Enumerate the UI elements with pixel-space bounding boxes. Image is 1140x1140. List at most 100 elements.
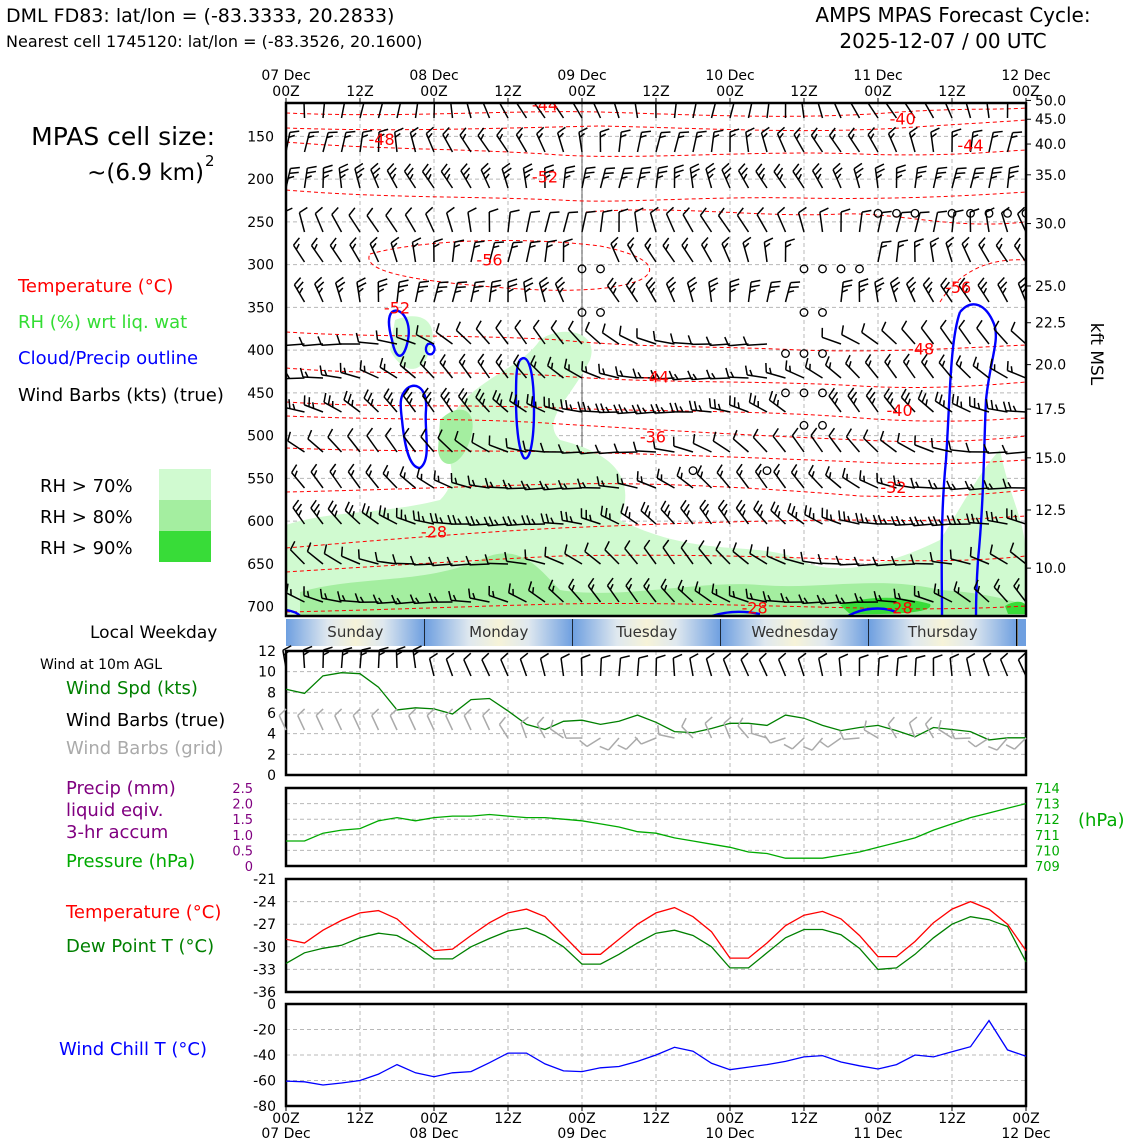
barb-flag (660, 131, 671, 134)
barb-flag (937, 210, 948, 214)
barb-flag (298, 336, 304, 347)
wind-barb (817, 103, 824, 119)
barb-staff (874, 282, 879, 303)
wind-barb (298, 206, 308, 233)
barb-flag (737, 717, 744, 727)
barb-flag (366, 427, 374, 437)
barb-flag (296, 281, 304, 290)
barb-flag (289, 130, 300, 134)
height-axis: 50.045.040.035.030.025.022.520.017.515.0… (1026, 93, 1066, 577)
wind-barb (581, 166, 596, 189)
barb-staff (1017, 659, 1027, 677)
barb-staff (564, 367, 583, 379)
barb-flag (724, 336, 730, 347)
barb-staff (791, 737, 805, 750)
wind-barb (656, 468, 675, 489)
barb-staff (359, 103, 365, 119)
barb-flag (309, 131, 319, 134)
barb-flag (406, 167, 414, 176)
barb-staff (507, 212, 511, 233)
height-tick-label: 20.0 (1035, 358, 1066, 374)
barb-staff (420, 436, 435, 453)
calm-circle (892, 208, 901, 218)
barb-flag (530, 355, 536, 365)
wind-barb (560, 399, 583, 413)
barb-flag (732, 590, 736, 598)
barb-staff (662, 547, 676, 565)
wind-barb (310, 237, 324, 263)
barb-flag (994, 516, 999, 523)
barb-flag (892, 475, 896, 486)
barb-flag (344, 134, 351, 139)
barb-flag (643, 539, 651, 549)
barb-staff (649, 212, 657, 233)
precip-tick-label: 1.0 (232, 829, 253, 844)
barb-staff (377, 103, 384, 119)
wind-barb (303, 165, 317, 189)
wind-barb (395, 327, 416, 345)
wind-barb-true (932, 654, 943, 677)
barb-staff (914, 594, 934, 603)
wind-barb (969, 546, 990, 565)
barb-flag (604, 507, 608, 518)
wind-barb (900, 388, 916, 413)
barb-flag (927, 287, 933, 294)
wind-barb (471, 432, 490, 453)
wind-barb (673, 103, 677, 119)
barb-staff (654, 339, 675, 345)
barb-flag (679, 131, 690, 134)
wind-barb (776, 206, 787, 233)
barb-staff (988, 132, 994, 153)
wind-barb (692, 433, 712, 453)
barb-flag (648, 281, 656, 290)
barb-staff (292, 244, 306, 263)
barb-staff (885, 103, 898, 119)
barb-flag (859, 596, 864, 603)
barb-flag (641, 166, 652, 170)
barb-staff (698, 548, 713, 565)
barb-flag (738, 503, 746, 513)
barb-flag (989, 544, 994, 554)
barb-staff (1006, 132, 1014, 153)
wind-barb (554, 276, 566, 303)
barb-flag (720, 503, 728, 513)
barb-flag (378, 283, 388, 288)
barb-staff (637, 479, 657, 489)
barb-staff (580, 657, 583, 677)
barb-flag (329, 463, 337, 473)
barb-flag (814, 167, 822, 176)
barb-flag (625, 577, 633, 587)
barb-flag (867, 360, 872, 367)
barb-staff (929, 242, 935, 263)
wind-barb (404, 207, 417, 233)
barb-flag (949, 549, 952, 560)
barb-flag (507, 516, 513, 526)
wind-barb (958, 319, 972, 345)
wind-barb (756, 207, 768, 233)
isotherm (286, 107, 1026, 117)
barb-flag (481, 652, 490, 661)
barb-staff (700, 244, 713, 263)
barb-flag (875, 282, 885, 288)
barb-staff (902, 361, 916, 379)
y-tick-label: 2 (267, 747, 276, 763)
barb-flag (544, 174, 551, 179)
wind-barb (669, 402, 694, 413)
main-plot-frame (284, 101, 1028, 618)
barb-staff (867, 134, 879, 153)
calm-circle (947, 208, 957, 218)
wind-barb (556, 126, 566, 153)
barb-staff (377, 649, 381, 669)
barb-staff (445, 715, 454, 731)
barb-flag (684, 243, 689, 250)
barb-staff (821, 601, 842, 605)
barb-flag (521, 515, 526, 525)
barb-staff (303, 103, 306, 119)
wind-barb (940, 277, 953, 303)
barb-flag (797, 652, 807, 660)
barb-staff (399, 364, 416, 379)
barb-flag (379, 357, 384, 368)
wind-barb-true (722, 652, 732, 677)
